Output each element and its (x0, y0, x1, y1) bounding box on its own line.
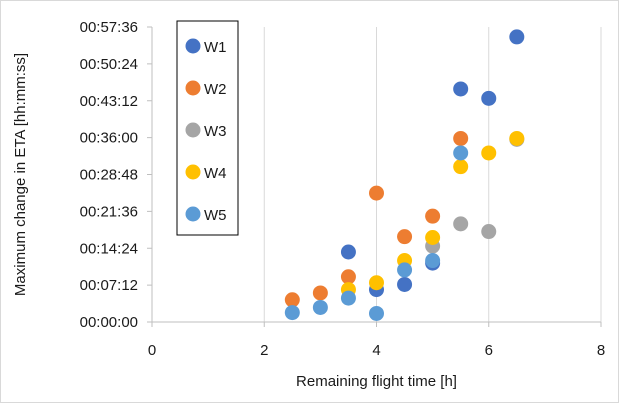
x-axis-title: Remaining flight time [h] (296, 373, 457, 390)
y-tick-labels: 00:00:00 00:07:12 00:14:24 00:21:36 00:28:48… (80, 19, 138, 331)
data-point-w4 (481, 145, 497, 161)
legend-label-w4: W4 (204, 165, 227, 182)
legend-marker-w5 (185, 206, 201, 222)
y-tick-label: 00:28:48 (80, 167, 138, 184)
data-point-w1 (481, 90, 497, 106)
data-point-w4 (453, 159, 469, 175)
data-point-w2 (284, 292, 300, 308)
data-point-w4 (369, 275, 384, 291)
data-point-w1 (397, 276, 413, 292)
data-point-w5 (425, 253, 441, 269)
grid-lines (263, 27, 602, 322)
legend-marker-w2 (185, 80, 201, 96)
data-point-w3 (453, 216, 469, 232)
y-tick-label: 00:36:00 (80, 130, 138, 147)
data-point-w1 (453, 81, 469, 97)
data-point-w2 (397, 229, 413, 245)
legend-marker-w3 (185, 122, 201, 138)
x-tick-label: 8 (597, 342, 605, 359)
y-tick-label: 00:50:24 (80, 56, 138, 73)
axes (147, 26, 602, 327)
data-point-w2 (340, 269, 356, 285)
data-point-w2 (312, 285, 328, 301)
y-axis-title: Maximum change in ETA [hh:mm:ss] (12, 53, 29, 296)
x-tick-label: 6 (485, 342, 493, 359)
data-point-w1 (340, 244, 356, 260)
legend-label-w1: W1 (204, 39, 227, 56)
data-point-w2 (453, 130, 469, 146)
data-point-w4 (509, 130, 525, 146)
data-point-w5 (397, 262, 413, 278)
legend-label-w5: W5 (204, 207, 227, 224)
legend: W1 W2 W3 W4 W5 (176, 20, 239, 236)
y-tick-label: 00:00:00 (80, 314, 138, 331)
x-tick-label: 0 (148, 342, 156, 359)
x-tick-label: 4 (372, 342, 380, 359)
y-tick-label: 00:57:36 (80, 19, 138, 36)
data-point-w5 (453, 145, 469, 161)
data-point-w1 (509, 29, 525, 45)
data-points (284, 29, 525, 321)
data-point-w5 (369, 305, 384, 321)
y-tick-label: 00:43:12 (80, 93, 138, 110)
data-point-w4 (425, 229, 441, 245)
x-tick-labels: 0 2 4 6 8 (148, 342, 605, 359)
data-point-w5 (340, 290, 356, 306)
x-tick-label: 2 (260, 342, 268, 359)
y-tick-label: 00:07:12 (80, 277, 138, 294)
legend-label-w3: W3 (204, 123, 227, 140)
y-tick-label: 00:14:24 (80, 240, 138, 257)
data-point-w5 (284, 305, 300, 321)
legend-marker-w4 (185, 164, 201, 180)
data-point-w2 (369, 185, 384, 201)
data-point-w2 (425, 208, 441, 224)
legend-marker-w1 (185, 38, 201, 54)
y-tick-label: 00:21:36 (80, 203, 138, 220)
data-point-w5 (312, 299, 328, 315)
legend-label-w2: W2 (204, 81, 227, 98)
data-point-w3 (481, 224, 497, 240)
